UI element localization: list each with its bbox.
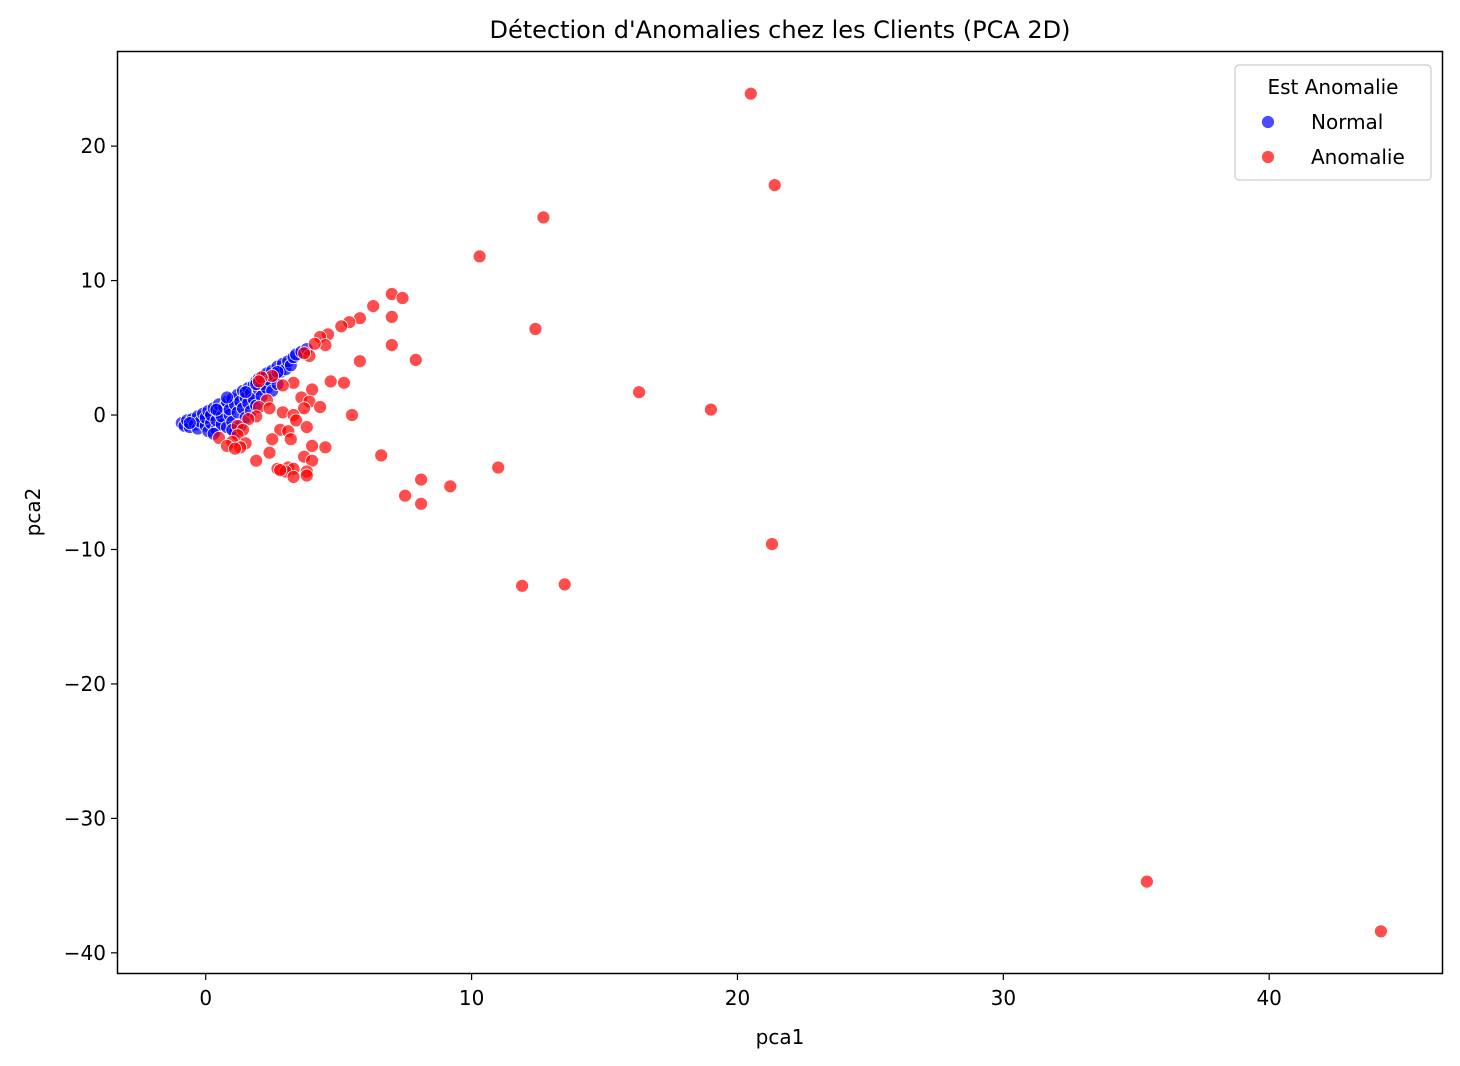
data-point-anomalie xyxy=(286,469,301,484)
data-point-anomalie xyxy=(632,385,646,400)
legend: Est Anomalie Normal Anomalie xyxy=(1234,64,1432,181)
data-point-normal xyxy=(209,402,224,417)
data-point-anomalie xyxy=(262,445,277,460)
y-tick-label: −20 xyxy=(64,672,106,696)
data-point-anomalie xyxy=(443,479,458,494)
data-point-anomalie xyxy=(305,438,320,453)
data-point-anomalie xyxy=(704,402,718,417)
data-point-anomalie xyxy=(228,441,242,456)
x-axis-label: pca1 xyxy=(756,1025,805,1049)
data-point-anomalie xyxy=(528,322,543,336)
x-axis-ticks: 0 10 20 30 40 xyxy=(199,973,1282,1010)
data-point-anomalie xyxy=(472,249,487,264)
data-point-anomalie xyxy=(251,374,266,389)
data-point-anomalie xyxy=(305,382,320,397)
y-axis-label: pca2 xyxy=(21,488,45,537)
data-point-anomalie xyxy=(283,432,298,447)
data-point-anomalie xyxy=(395,291,410,305)
y-tick-label: −40 xyxy=(64,941,106,965)
x-tick-label: 30 xyxy=(991,986,1016,1010)
data-point-anomalie xyxy=(414,496,429,511)
x-tick-label: 10 xyxy=(459,986,484,1010)
data-point-anomalie xyxy=(249,453,264,468)
data-point-anomalie xyxy=(557,577,572,592)
data-point-normal xyxy=(182,416,197,431)
data-point-anomalie xyxy=(414,472,429,487)
y-tick-label: 10 xyxy=(81,269,106,293)
data-point-anomalie xyxy=(345,408,359,422)
y-axis-ticks: −40 −30 −20 −10 0 10 20 xyxy=(64,134,118,965)
data-point-anomalie xyxy=(491,460,506,475)
data-point-anomalie xyxy=(765,537,779,551)
data-point-anomalie xyxy=(515,578,529,593)
x-tick-label: 40 xyxy=(1256,986,1281,1010)
data-point-anomalie xyxy=(1140,874,1154,889)
data-point-anomalie xyxy=(384,338,399,353)
y-tick-label: −10 xyxy=(64,537,106,561)
data-point-anomalie xyxy=(374,448,389,463)
x-tick-label: 20 xyxy=(725,986,750,1010)
data-point-anomalie xyxy=(265,432,280,447)
data-point-anomalie xyxy=(1374,924,1388,939)
data-point-anomalie xyxy=(299,420,314,435)
data-point-anomalie xyxy=(323,374,338,389)
data-point-anomalie xyxy=(398,488,413,503)
legend-title: Est Anomalie xyxy=(1267,75,1398,99)
legend-box xyxy=(1234,64,1432,181)
data-point-anomalie xyxy=(767,178,782,193)
data-point-anomalie xyxy=(307,336,322,351)
data-point-anomalie xyxy=(337,375,351,390)
data-point-normal xyxy=(238,385,253,400)
plot-area-frame xyxy=(116,50,1444,975)
legend-label-anomalie: Anomalie xyxy=(1311,145,1405,169)
data-point-anomalie xyxy=(366,299,381,314)
data-point-normal xyxy=(220,390,234,405)
data-point-anomalie xyxy=(289,413,304,428)
data-point-anomalie xyxy=(313,400,328,414)
chart-title: Détection d'Anomalies chez les Clients (… xyxy=(489,16,1070,44)
y-tick-label: 20 xyxy=(81,134,106,158)
data-point-anomalie xyxy=(262,401,277,416)
data-point-anomalie xyxy=(297,346,312,361)
legend-label-normal: Normal xyxy=(1311,110,1383,134)
data-point-anomalie xyxy=(318,440,333,455)
data-point-anomalie xyxy=(299,468,314,483)
points-layer xyxy=(174,86,1388,939)
data-point-anomalie xyxy=(408,352,423,367)
y-tick-label: 0 xyxy=(93,403,106,427)
data-point-anomalie xyxy=(273,463,288,478)
data-point-anomalie xyxy=(384,309,399,324)
y-tick-label: −30 xyxy=(64,806,106,830)
data-point-anomalie xyxy=(743,86,758,101)
data-point-anomalie xyxy=(352,354,367,369)
data-point-anomalie xyxy=(275,378,290,393)
data-point-anomalie xyxy=(297,401,312,416)
x-tick-label: 0 xyxy=(199,986,212,1010)
data-point-anomalie xyxy=(334,319,349,334)
legend-marker-anomalie xyxy=(1261,150,1275,164)
data-point-anomalie xyxy=(536,210,551,225)
legend-marker-normal xyxy=(1261,115,1275,129)
